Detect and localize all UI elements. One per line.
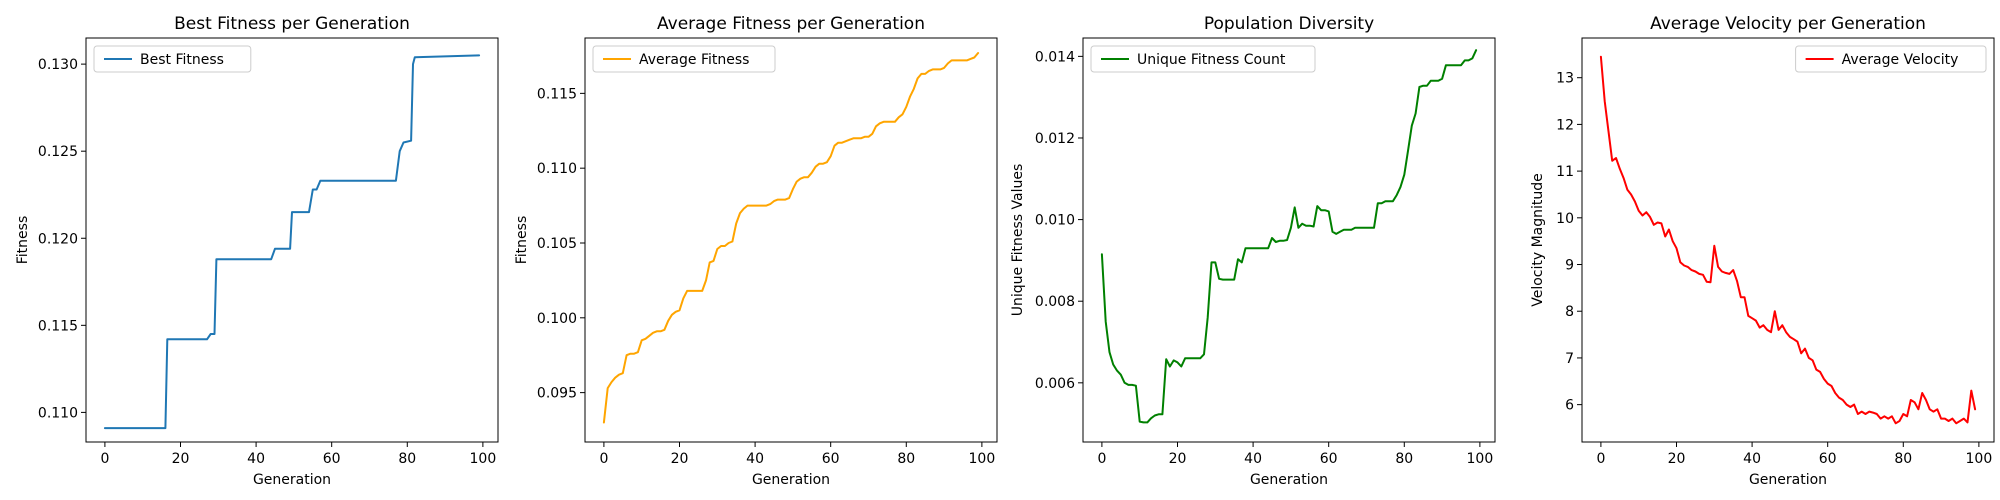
legend-label: Average Velocity [1842, 52, 1959, 68]
legend-box [1090, 45, 1316, 73]
chart-title: Average Fitness per Generation [657, 14, 925, 34]
axes-frame [584, 37, 998, 443]
x-tick-label: 0 [1596, 451, 1605, 467]
series-line [1100, 49, 1478, 424]
y-tick-label: 0.012 [1035, 131, 1075, 147]
legend: Average Fitness [592, 45, 776, 73]
x-tick-label: 20 [1668, 451, 1686, 467]
legend: Best Fitness [93, 45, 252, 73]
axes-frame [1581, 37, 1995, 443]
chart-average-velocity: Average Velocity per Generation 0 20 40 60 8… [1530, 14, 1995, 488]
x-tick-label: 60 [1819, 451, 1837, 467]
axes-frame [1082, 37, 1496, 443]
y-tick-label: 0.125 [38, 144, 78, 160]
chart-title: Best Fitness per Generation [174, 14, 410, 34]
y-tick-label: 6 [1565, 398, 1574, 414]
y-tick-label: 0.110 [38, 405, 78, 421]
x-tick-label: 20 [172, 451, 190, 467]
y-ticks: 0.006 0.008 0.010 0.012 0.014 [1035, 49, 1083, 392]
legend-box [592, 45, 776, 73]
y-tick-label: 13 [1556, 71, 1574, 87]
chart-title: Average Velocity per Generation [1650, 14, 1926, 34]
y-tick-label: 0.100 [537, 311, 577, 327]
y-tick-label: 0.095 [537, 386, 577, 402]
x-tick-label: 80 [1395, 451, 1413, 467]
x-tick-label: 20 [1169, 451, 1187, 467]
x-tick-label: 0 [599, 451, 608, 467]
axes-frame [85, 37, 499, 443]
x-axis-label: Generation [253, 472, 331, 488]
series-line [602, 52, 980, 424]
x-axis-label: Generation [752, 472, 830, 488]
x-tick-label: 40 [1743, 451, 1761, 467]
y-tick-label: 0.006 [1035, 376, 1075, 392]
legend-label: Best Fitness [140, 52, 224, 68]
legend-box [1795, 45, 1987, 73]
series [602, 52, 980, 424]
series-line [103, 54, 481, 430]
x-tick-label: 40 [746, 451, 764, 467]
x-tick-label: 100 [470, 451, 497, 467]
x-axis-label: Generation [1250, 472, 1328, 488]
x-ticks: 0 20 40 60 80 100 [100, 442, 496, 467]
x-tick-label: 20 [671, 451, 689, 467]
y-axis-label: Unique Fitness Values [1010, 164, 1026, 317]
x-tick-label: 40 [247, 451, 265, 467]
y-ticks: 0.110 0.115 0.120 0.125 0.130 [38, 57, 86, 421]
chart-best-fitness: Best Fitness per Generation 0 20 40 60 80 100… [15, 14, 499, 488]
y-tick-label: 12 [1556, 117, 1574, 133]
series [103, 54, 481, 430]
x-ticks: 0 20 40 60 80 100 [1596, 442, 1992, 467]
x-tick-label: 60 [1320, 451, 1338, 467]
x-axis-label: Generation [1749, 472, 1827, 488]
y-tick-label: 0.010 [1035, 213, 1075, 229]
series [1599, 55, 1977, 425]
y-ticks: 6 7 8 9 10 11 12 13 [1556, 71, 1582, 414]
y-tick-label: 0.120 [38, 231, 78, 247]
x-tick-label: 80 [1894, 451, 1912, 467]
y-tick-label: 0.014 [1035, 49, 1075, 65]
legend-label: Average Fitness [639, 52, 749, 68]
y-tick-label: 8 [1565, 304, 1574, 320]
x-tick-label: 100 [969, 451, 996, 467]
y-tick-label: 11 [1556, 164, 1574, 180]
y-tick-label: 7 [1565, 351, 1574, 367]
y-tick-label: 0.130 [38, 57, 78, 73]
x-ticks: 0 20 40 60 80 100 [599, 442, 995, 467]
y-tick-label: 0.105 [537, 236, 577, 252]
y-tick-label: 0.115 [38, 318, 78, 334]
y-axis-label: Fitness [514, 216, 530, 265]
y-tick-label: 0.008 [1035, 294, 1075, 310]
y-axis-label: Velocity Magnitude [1530, 173, 1546, 307]
x-tick-label: 100 [1966, 451, 1993, 467]
y-ticks: 0.095 0.100 0.105 0.110 0.115 [537, 86, 585, 402]
chart-population-diversity: Population Diversity 0 20 40 60 80 100 0.0060… [1010, 14, 1496, 488]
chart-average-fitness: Average Fitness per Generation 0 20 40 60 80… [514, 14, 998, 488]
x-tick-label: 0 [100, 451, 109, 467]
x-tick-label: 100 [1467, 451, 1494, 467]
y-tick-label: 0.110 [537, 161, 577, 177]
x-tick-label: 60 [323, 451, 341, 467]
legend: Average Velocity [1795, 45, 1987, 73]
x-ticks: 0 20 40 60 80 100 [1097, 442, 1493, 467]
chart-title: Population Diversity [1204, 14, 1374, 34]
y-tick-label: 9 [1565, 258, 1574, 274]
legend-box [93, 45, 252, 73]
y-tick-label: 10 [1556, 211, 1574, 227]
y-axis-label: Fitness [15, 216, 31, 265]
legend-label: Unique Fitness Count [1137, 52, 1286, 68]
series-line [1599, 55, 1977, 425]
x-tick-label: 40 [1244, 451, 1262, 467]
series [1100, 49, 1478, 424]
x-tick-label: 80 [897, 451, 915, 467]
x-tick-label: 80 [398, 451, 416, 467]
legend: Unique Fitness Count [1090, 45, 1316, 73]
y-tick-label: 0.115 [537, 86, 577, 102]
x-tick-label: 0 [1097, 451, 1106, 467]
x-tick-label: 60 [822, 451, 840, 467]
